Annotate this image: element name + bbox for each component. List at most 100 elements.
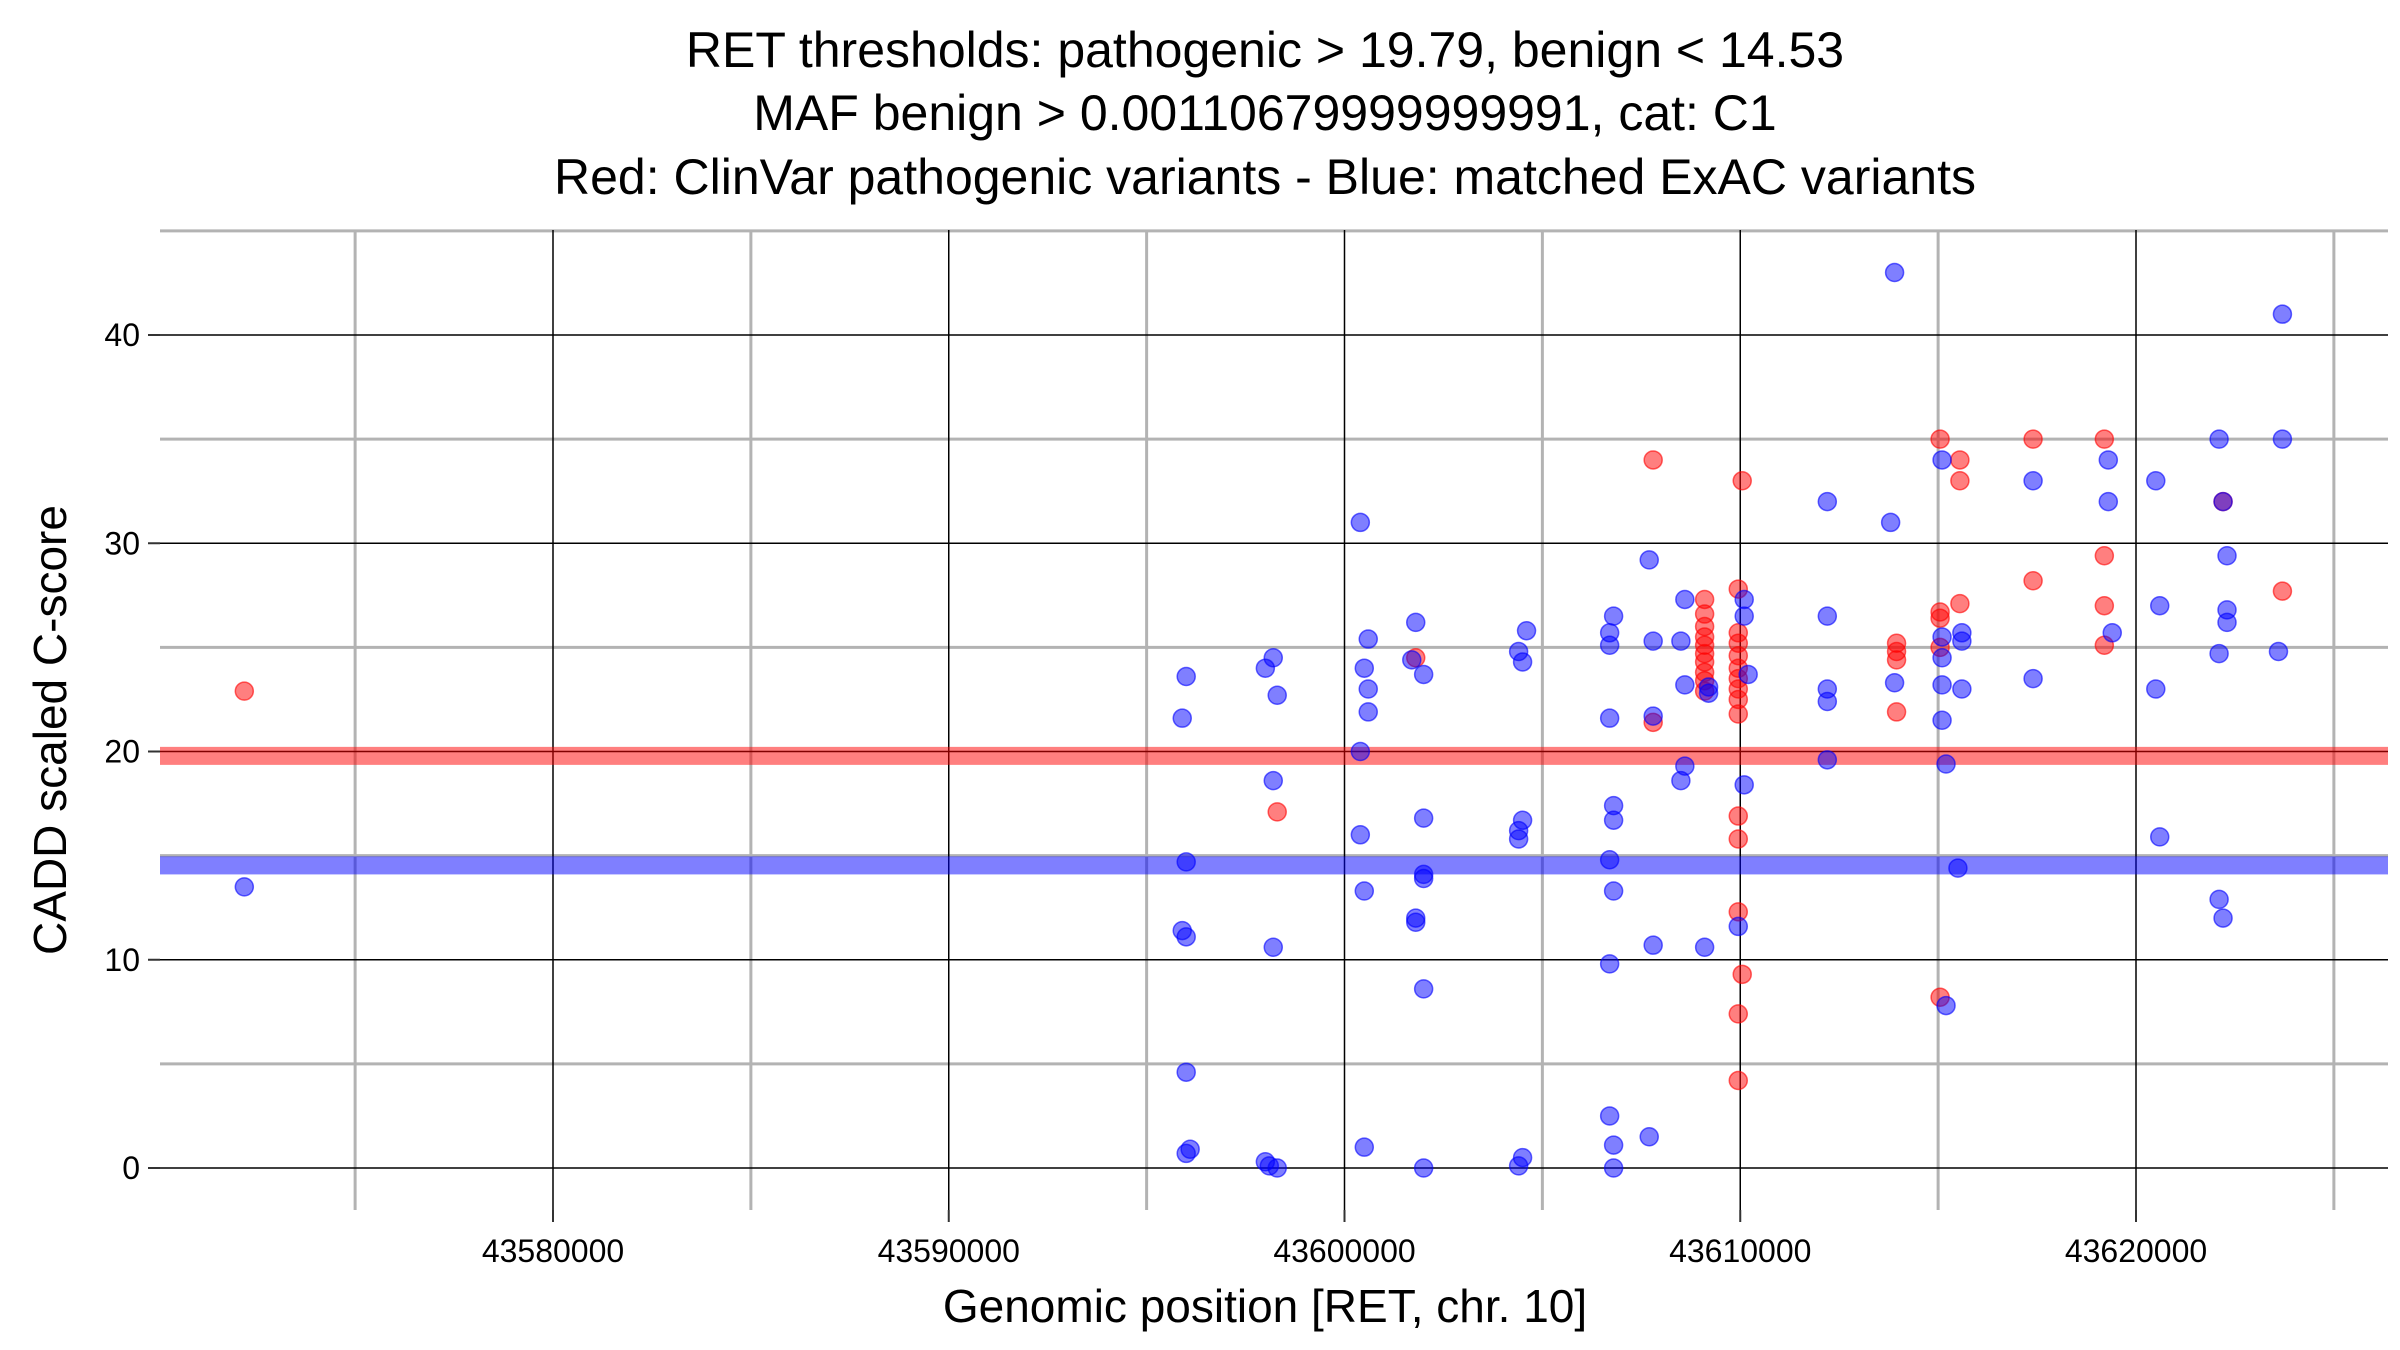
exac-point: [2217, 612, 2237, 633]
clinvar-point: [2023, 429, 2043, 449]
exac-point: [1639, 550, 1659, 570]
exac-point: [2098, 491, 2119, 512]
exac-point: [1413, 979, 1434, 999]
exac-point: [1413, 808, 1434, 828]
clinvar-point: [1728, 806, 1749, 826]
exac-point: [2146, 471, 2166, 491]
clinvar-point: [1732, 964, 1752, 985]
exac-point: [2272, 429, 2293, 449]
exac-point: [1413, 664, 1434, 685]
exac-point: [1643, 935, 1663, 955]
clinvar-point: [1732, 471, 1752, 491]
exac-point: [1263, 648, 1284, 668]
exac-point: [1932, 450, 1952, 470]
exac-point: [1176, 927, 1196, 947]
exac-point: [1350, 512, 1371, 533]
clinvar-point: [1886, 702, 1907, 722]
exac-point: [2217, 545, 2237, 566]
exac-point: [2209, 889, 2229, 910]
exac-point: [1172, 708, 1192, 728]
exac-point: [1643, 706, 1663, 726]
threshold-band-benign: [160, 856, 2388, 875]
y-tick-label: 40: [104, 317, 140, 353]
exac-point: [1694, 937, 1715, 958]
exac-point: [2209, 429, 2229, 449]
exac-point: [1508, 829, 1529, 849]
exac-point: [1936, 754, 1956, 774]
exac-point: [1734, 775, 1754, 795]
clinvar-point: [1267, 802, 1287, 822]
clinvar-point: [1728, 1070, 1749, 1091]
chart-title-line-3: Red: ClinVar pathogenic variants - Blue:…: [554, 149, 1976, 205]
clinvar-point: [2272, 581, 2293, 601]
exac-point: [1639, 1127, 1659, 1147]
exac-point: [1734, 606, 1754, 626]
exac-point: [1675, 589, 1695, 610]
exac-point: [1354, 1137, 1375, 1157]
exac-point: [1508, 1156, 1529, 1176]
exac-point: [2146, 679, 2166, 699]
exac-point: [1405, 912, 1426, 933]
exac-point: [2149, 827, 2170, 847]
clinvar-point: [1950, 450, 1970, 470]
exac-point: [1350, 825, 1371, 845]
exac-point: [1263, 770, 1284, 791]
exac-point: [2209, 643, 2229, 664]
exac-point: [1599, 1106, 1620, 1126]
exac-point: [1350, 741, 1371, 762]
clinvar-point: [2094, 545, 2115, 566]
exac-point: [1405, 612, 1426, 633]
exac-point: [1738, 664, 1758, 685]
exac-point: [1354, 658, 1375, 678]
exac-point: [1603, 1135, 1624, 1155]
chart-title-line-1: RET thresholds: pathogenic > 19.79, beni…: [686, 22, 1844, 78]
exac-point: [1176, 1062, 1196, 1082]
exac-point: [2272, 304, 2293, 324]
x-tick-label: 43620000: [2065, 1233, 2207, 1269]
exac-point: [1603, 810, 1624, 830]
clinvar-point: [1950, 593, 1970, 614]
exac-point: [1599, 954, 1620, 974]
exac-point: [1728, 916, 1749, 937]
exac-point: [1932, 648, 1952, 668]
exac-point: [1880, 512, 1901, 533]
y-tick-label: 0: [122, 1150, 140, 1186]
exac-point: [1671, 631, 1691, 651]
clinvar-point: [1950, 471, 1970, 491]
y-tick-label: 10: [104, 942, 140, 978]
chart-title-line-2: MAF benign > 0.00110679999999991, cat: C…: [753, 85, 1776, 141]
y-tick-label: 20: [104, 734, 140, 770]
exac-point: [1817, 491, 1838, 512]
clinvar-point: [234, 681, 255, 701]
exac-point: [1884, 673, 1905, 693]
exac-point: [1817, 606, 1838, 626]
clinvar-point: [2023, 570, 2043, 591]
clinvar-point: [1643, 450, 1663, 470]
exac-point: [1698, 683, 1719, 703]
exac-point: [1358, 629, 1378, 649]
exac-point: [1402, 650, 1422, 670]
exac-point: [2213, 491, 2233, 512]
exac-point: [1180, 1139, 1200, 1160]
exac-point: [1817, 750, 1838, 770]
exac-point: [2268, 641, 2289, 662]
x-tick-label: 43590000: [878, 1233, 1020, 1269]
exac-point: [1599, 850, 1620, 870]
exac-point: [2149, 595, 2170, 616]
exac-point: [1516, 620, 1537, 641]
exac-point: [1354, 881, 1375, 901]
exac-point: [2102, 623, 2123, 643]
clinvar-point: [1728, 829, 1749, 849]
exac-point: [2023, 668, 2043, 689]
exac-point: [1675, 675, 1695, 695]
exac-point: [1936, 995, 1956, 1016]
clinvar-point: [1728, 704, 1749, 724]
exac-point: [1263, 937, 1284, 958]
exac-point: [1599, 708, 1620, 728]
exac-point: [1932, 675, 1952, 695]
y-axis-label: CADD scaled C-score: [24, 505, 76, 955]
exac-point: [1603, 1158, 1624, 1178]
